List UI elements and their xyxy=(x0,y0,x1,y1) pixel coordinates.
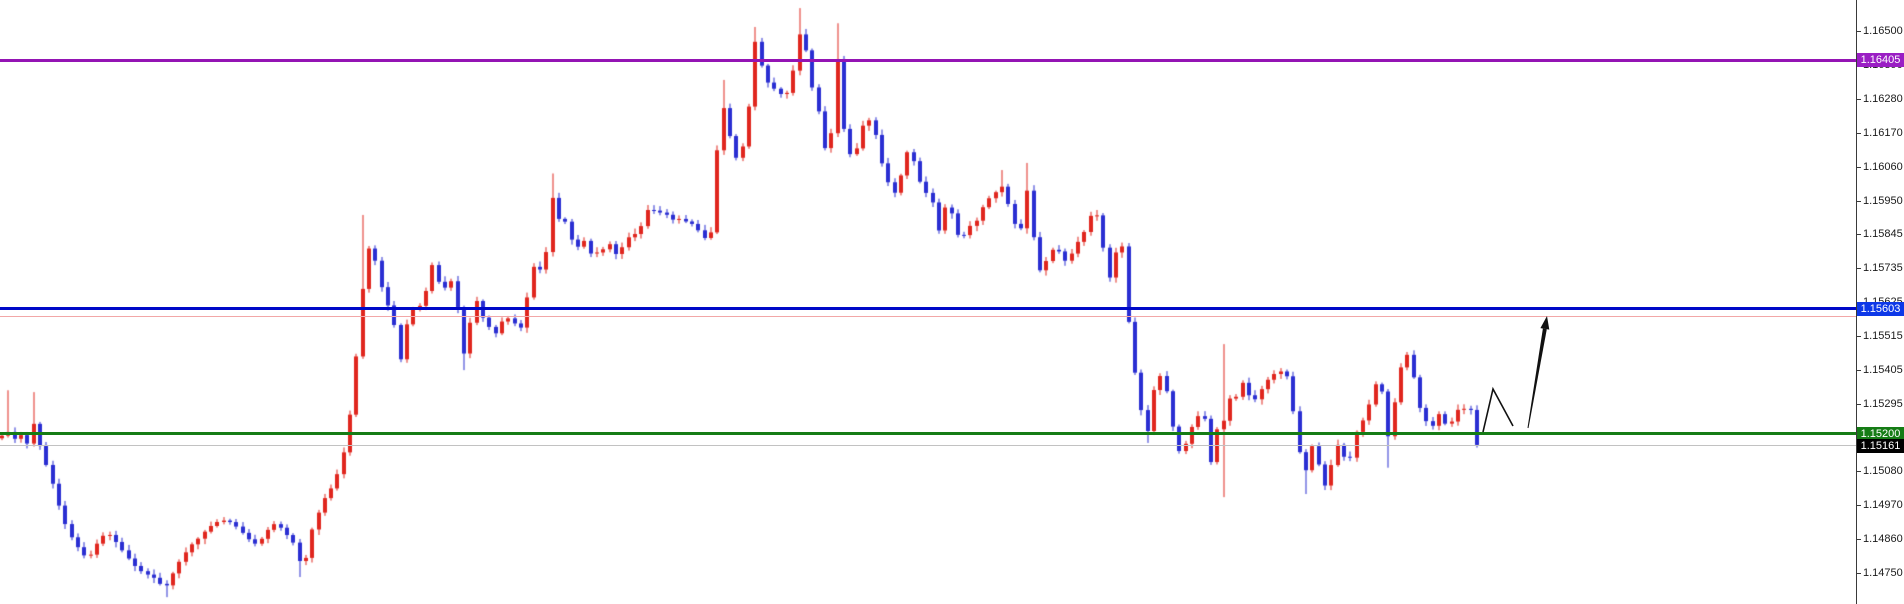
up-arrow-shaft[interactable] xyxy=(1527,328,1547,429)
axis-tick-label: 1.15295 xyxy=(1863,398,1903,411)
axis-tick-mark xyxy=(1856,233,1861,235)
axis-tick-label: 1.14970 xyxy=(1863,498,1903,511)
axis-tick-label: 1.15405 xyxy=(1863,364,1903,377)
axis-tick-mark xyxy=(1856,336,1861,338)
axis-tick-label: 1.15845 xyxy=(1863,227,1903,240)
axis-tick-mark xyxy=(1856,31,1861,32)
axis-tick-mark xyxy=(1856,504,1861,506)
axis-tick-label: 1.16170 xyxy=(1863,127,1903,140)
axis-tick-label: 1.15735 xyxy=(1863,261,1903,274)
mid-line-price-flag: 1.15603 xyxy=(1857,301,1904,316)
axis-tick-mark xyxy=(1856,99,1861,101)
axis-tick-mark xyxy=(1856,370,1861,372)
axis-tick-mark xyxy=(1856,267,1861,269)
axis-tick-label: 1.16610 xyxy=(1863,0,1903,3)
axis-tick-mark xyxy=(1856,404,1861,406)
axis-tick-mark xyxy=(1856,470,1861,472)
support-line-price-flag: 1.15200 xyxy=(1857,426,1904,441)
axis-tick-label: 1.14750 xyxy=(1863,567,1903,579)
axis-tick-mark xyxy=(1856,133,1861,135)
zigzag-annotation[interactable] xyxy=(1482,386,1514,433)
axis-tick-mark xyxy=(1856,167,1861,169)
axis-tick-label: 1.15950 xyxy=(1863,195,1903,208)
axis-tick-label: 1.14860 xyxy=(1863,532,1903,545)
axis-tick-label: 1.15515 xyxy=(1863,330,1903,343)
axis-tick-label: 1.15080 xyxy=(1863,464,1903,477)
axis-tick-mark xyxy=(1856,201,1861,203)
axis-tick-label: 1.16060 xyxy=(1863,161,1903,174)
current-price-flag: 1.15161 xyxy=(1857,438,1904,453)
axis-tick-label: 1.16280 xyxy=(1863,93,1903,106)
axis-tick-label: 1.16500 xyxy=(1863,25,1903,37)
axis-tick-mark xyxy=(1856,538,1861,540)
up-arrow-head-icon[interactable] xyxy=(1540,316,1550,330)
resistance-line-price-flag: 1.16405 xyxy=(1857,53,1904,68)
axis-tick-mark xyxy=(1856,573,1861,574)
